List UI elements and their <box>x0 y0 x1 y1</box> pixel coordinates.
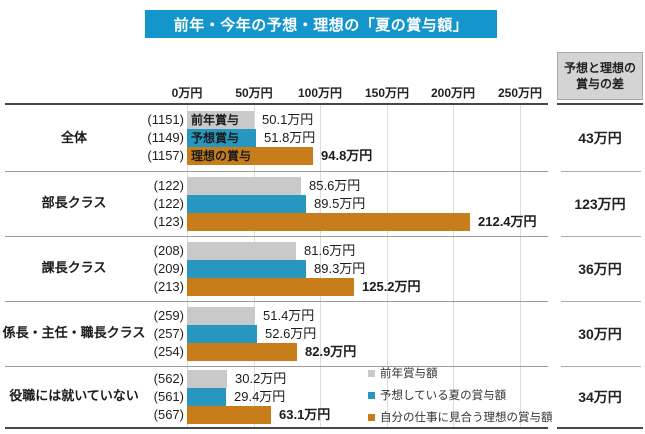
bar-value-label: 85.6万円 <box>309 178 361 193</box>
bar-value-label: 51.4万円 <box>263 308 315 323</box>
group-divider-line <box>5 301 548 302</box>
bar-previous-bonus <box>187 242 296 260</box>
bar-value-label: 52.6万円 <box>265 326 317 341</box>
category-label: 係長・主任・職長クラス <box>2 325 146 341</box>
x-axis-tick-label: 100万円 <box>297 86 343 100</box>
bar-value-label: 30.2万円 <box>235 371 287 386</box>
diff-value: 30万円 <box>578 325 622 342</box>
bar-value-label: 63.1万円 <box>279 407 331 422</box>
bar-expected-bonus: 予想賞与 <box>187 129 256 147</box>
diff-top-rule <box>557 103 643 105</box>
bar-value-label: 51.8万円 <box>264 130 316 145</box>
sample-size-label: (1157) <box>147 148 184 163</box>
bar-previous-bonus <box>187 177 301 195</box>
sample-size-label: (561) <box>153 389 184 404</box>
bar-value-label: 94.8万円 <box>321 148 373 163</box>
diff-divider-line <box>561 301 641 302</box>
legend-label: 前年賞与額 <box>380 368 438 380</box>
legend-swatch <box>368 413 375 421</box>
bar-value-label: 89.5万円 <box>314 196 366 211</box>
bar-ideal-bonus <box>187 278 354 296</box>
bar-value-label: 89.3万円 <box>314 261 366 276</box>
legend-swatch <box>368 391 375 399</box>
legend-label: 自分の仕事に見合う理想の賞与額 <box>380 412 553 424</box>
chart-title-banner: 前年・今年の予想・理想の「夏の賞与額」 <box>145 10 497 38</box>
diff-divider-line <box>561 366 641 367</box>
sample-size-label: (209) <box>153 261 184 276</box>
bar-previous-bonus <box>187 370 227 388</box>
bar-value-label: 82.9万円 <box>305 344 357 359</box>
diff-value: 34万円 <box>578 388 622 405</box>
category-label: 役職には就いていない <box>9 388 139 404</box>
bar-series-inline-label: 予想賞与 <box>191 131 240 145</box>
sample-size-label: (122) <box>153 178 184 193</box>
group-divider-line <box>5 171 548 172</box>
x-axis-tick-label: 200万円 <box>430 86 476 100</box>
diff-value: 43万円 <box>578 130 622 146</box>
group-divider-line <box>5 366 548 367</box>
sample-size-label: (562) <box>153 371 184 386</box>
sample-size-label: (1149) <box>147 130 184 145</box>
category-label: 部長クラス <box>41 195 107 211</box>
sample-size-label: (208) <box>153 243 184 258</box>
sample-size-label: (259) <box>153 308 184 323</box>
gridline <box>453 103 454 427</box>
sample-size-label: (122) <box>153 196 184 211</box>
gridline <box>520 103 521 427</box>
bar-ideal-bonus <box>187 213 470 231</box>
bar-value-label: 29.4万円 <box>234 389 286 404</box>
diff-value: 123万円 <box>574 195 626 212</box>
bar-ideal-bonus <box>187 406 271 424</box>
legend-item: 自分の仕事に見合う理想の賞与額 <box>368 410 553 424</box>
diff-value: 36万円 <box>578 260 622 277</box>
bar-expected-bonus <box>187 260 306 278</box>
bar-value-label: 81.6万円 <box>304 243 356 258</box>
sample-size-label: (123) <box>153 214 184 229</box>
diff-divider-line <box>561 171 641 172</box>
bar-series-inline-label: 前年賞与 <box>191 113 240 127</box>
x-axis-tick-label: 0万円 <box>171 86 203 100</box>
bar-previous-bonus <box>187 307 255 325</box>
bar-series-inline-label: 理想の賞与 <box>191 149 252 163</box>
x-axis-tick-label: 150万円 <box>364 86 410 100</box>
chart-bottom-rule <box>5 427 548 429</box>
bar-expected-bonus <box>187 388 226 406</box>
diff-column-header: 予想と理想の 賞与の差 <box>557 52 643 100</box>
gridline <box>320 103 321 427</box>
bar-expected-bonus <box>187 325 257 343</box>
sample-size-label: (567) <box>153 407 184 422</box>
gridline <box>387 103 388 427</box>
legend: 前年賞与額予想している夏の賞与額自分の仕事に見合う理想の賞与額 <box>368 366 553 432</box>
legend-item: 予想している夏の賞与額 <box>368 388 553 402</box>
bar-value-label: 125.2万円 <box>362 279 421 294</box>
bar-value-label: 212.4万円 <box>478 214 537 229</box>
sample-size-label: (257) <box>153 326 184 341</box>
chart-top-rule <box>5 103 548 105</box>
chart-title: 前年・今年の予想・理想の「夏の賞与額」 <box>173 16 469 34</box>
category-label: 全体 <box>60 129 87 145</box>
category-label: 課長クラス <box>41 260 107 276</box>
x-axis-tick-label: 250万円 <box>497 86 543 100</box>
legend-item: 前年賞与額 <box>368 366 553 380</box>
diff-divider-line <box>561 236 641 237</box>
bar-ideal-bonus <box>187 343 297 361</box>
group-divider-line <box>5 236 548 237</box>
sample-size-label: (213) <box>153 279 184 294</box>
legend-label: 予想している夏の賞与額 <box>380 390 507 402</box>
bar-previous-bonus: 前年賞与 <box>187 111 254 129</box>
sample-size-label: (254) <box>153 344 184 359</box>
bar-expected-bonus <box>187 195 306 213</box>
sample-size-label: (1151) <box>147 112 184 127</box>
x-axis-tick-label: 50万円 <box>235 86 273 100</box>
legend-swatch <box>368 369 375 377</box>
bar-ideal-bonus: 理想の賞与 <box>187 147 313 165</box>
bar-value-label: 50.1万円 <box>262 112 314 127</box>
diff-bottom-rule <box>557 427 643 429</box>
